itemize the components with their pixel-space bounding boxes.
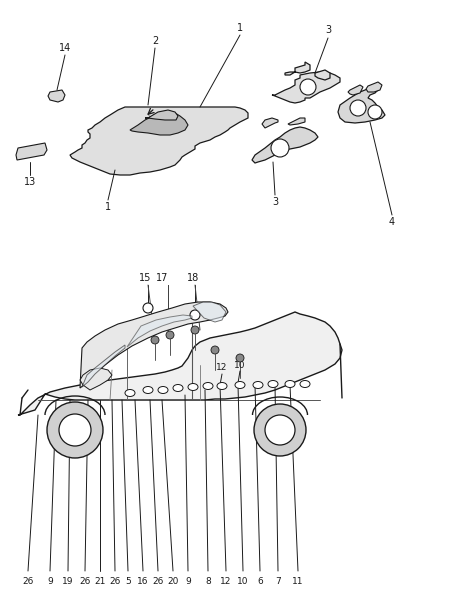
Ellipse shape [235,382,245,389]
Polygon shape [130,112,188,135]
Polygon shape [70,107,248,175]
Ellipse shape [217,382,227,389]
Ellipse shape [285,380,295,388]
Ellipse shape [173,385,183,392]
Circle shape [254,404,306,456]
Polygon shape [285,62,310,75]
Text: 4: 4 [389,217,395,227]
Text: 10: 10 [234,360,246,369]
Polygon shape [80,368,112,390]
Polygon shape [48,90,65,102]
Circle shape [265,415,295,445]
Text: 17: 17 [156,273,168,283]
Text: 5: 5 [125,577,131,585]
Text: 9: 9 [47,577,53,585]
Text: 2: 2 [152,36,158,46]
Text: 11: 11 [292,577,304,585]
Text: 18: 18 [187,273,199,283]
Polygon shape [252,127,318,163]
Text: 19: 19 [62,577,74,585]
Text: 26: 26 [22,577,34,585]
Polygon shape [193,302,226,322]
Polygon shape [145,110,178,120]
Text: 21: 21 [94,577,106,585]
Text: 1: 1 [237,23,243,33]
Text: 15: 15 [139,273,151,283]
Circle shape [350,100,366,116]
Circle shape [47,402,103,458]
Ellipse shape [125,389,135,396]
Text: 12: 12 [220,577,232,585]
Polygon shape [127,315,192,347]
Polygon shape [288,118,305,125]
Ellipse shape [253,382,263,389]
Text: 1: 1 [105,202,111,212]
Circle shape [300,79,316,95]
Circle shape [190,310,200,320]
Ellipse shape [143,386,153,393]
Circle shape [211,346,219,354]
Text: 12: 12 [216,363,227,372]
Circle shape [368,105,382,119]
Polygon shape [80,302,228,388]
Polygon shape [315,70,330,80]
Ellipse shape [268,380,278,388]
Text: 3: 3 [272,197,278,207]
Text: 3: 3 [325,25,331,35]
Text: 26: 26 [152,577,164,585]
Polygon shape [82,345,125,387]
Text: 26: 26 [79,577,91,585]
Polygon shape [348,85,363,95]
Text: 7: 7 [275,577,281,585]
Text: 20: 20 [167,577,179,585]
Circle shape [59,414,91,446]
Ellipse shape [203,382,213,389]
Text: 10: 10 [237,577,249,585]
Circle shape [191,326,199,334]
Ellipse shape [300,380,310,388]
Ellipse shape [158,386,168,393]
Polygon shape [16,143,47,160]
Text: 14: 14 [59,43,71,53]
Ellipse shape [188,383,198,391]
Circle shape [143,303,153,313]
Bar [158,319,168,327]
Polygon shape [366,82,382,92]
Circle shape [236,354,244,362]
Circle shape [151,336,159,344]
Text: 9: 9 [185,577,191,585]
Polygon shape [338,87,385,123]
Text: 13: 13 [24,177,36,187]
Text: 6: 6 [257,577,263,585]
Circle shape [166,331,174,339]
Polygon shape [262,118,278,128]
Polygon shape [18,312,342,415]
Text: 16: 16 [137,577,149,585]
Text: 26: 26 [110,577,121,585]
Text: 8: 8 [205,577,211,585]
Circle shape [271,139,289,157]
Polygon shape [272,72,340,103]
